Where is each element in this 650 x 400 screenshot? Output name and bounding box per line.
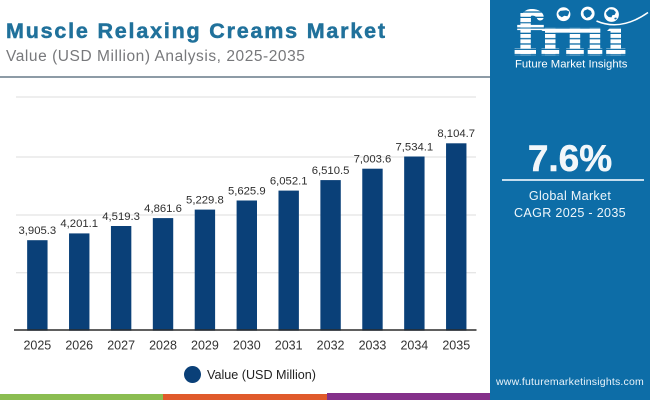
svg-text:5,229.8: 5,229.8 <box>186 194 224 206</box>
svg-text:2033: 2033 <box>359 339 387 353</box>
svg-text:2030: 2030 <box>233 339 261 353</box>
svg-text:7,003.6: 7,003.6 <box>354 154 392 166</box>
svg-text:2032: 2032 <box>317 339 345 353</box>
svg-text:8,104.7: 8,104.7 <box>437 128 475 140</box>
svg-text:2025: 2025 <box>23 339 51 353</box>
svg-text:7,534.1: 7,534.1 <box>396 141 434 153</box>
svg-text:2028: 2028 <box>149 339 177 353</box>
svg-text:5,625.9: 5,625.9 <box>228 185 266 197</box>
svg-text:2031: 2031 <box>275 339 303 353</box>
svg-text:6,510.5: 6,510.5 <box>312 165 350 177</box>
svg-text:4,519.3: 4,519.3 <box>102 211 140 223</box>
svg-text:6,052.1: 6,052.1 <box>270 175 308 187</box>
svg-text:Future Market Insights: Future Market Insights <box>515 59 628 71</box>
svg-text:2035: 2035 <box>442 339 470 353</box>
svg-text:2027: 2027 <box>107 339 135 353</box>
svg-text:2034: 2034 <box>400 339 428 353</box>
svg-text:4,861.6: 4,861.6 <box>144 203 182 215</box>
svg-text:2029: 2029 <box>191 339 219 353</box>
svg-text:2026: 2026 <box>65 339 93 353</box>
svg-text:3,905.3: 3,905.3 <box>18 225 56 237</box>
svg-text:4,201.1: 4,201.1 <box>60 218 98 230</box>
